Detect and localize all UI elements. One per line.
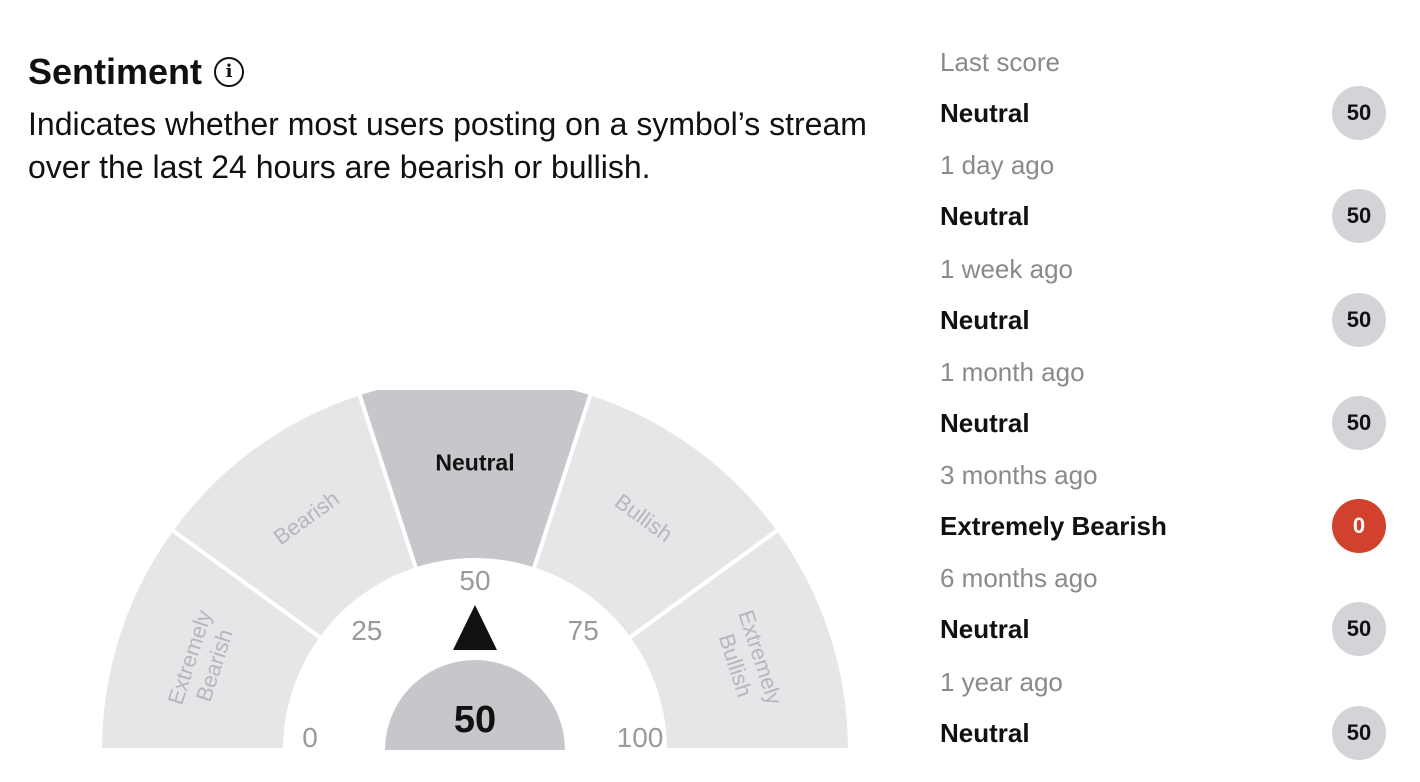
sentiment-description: Indicates whether most users posting on … xyxy=(28,106,867,185)
gauge-tick-label: 75 xyxy=(568,615,599,646)
history-sentiment-label: Neutral xyxy=(940,98,1030,128)
gauge-tick-label: 25 xyxy=(351,615,382,646)
history-score-badge: 50 xyxy=(1332,292,1386,347)
gauge-tick-label: 100 xyxy=(617,722,664,750)
history-sentiment-label: Neutral xyxy=(940,304,1030,335)
history-timeframe: 1 month ago xyxy=(940,356,1085,387)
gauge-hub xyxy=(385,660,565,750)
history-score-badge: 50 xyxy=(1332,395,1386,450)
history-sentiment-label: Neutral xyxy=(940,201,1030,232)
history-score-badge: 50 xyxy=(1332,705,1386,760)
history-score-badge: 50 xyxy=(1332,86,1386,140)
gauge-tick-label: 0 xyxy=(302,722,318,750)
sentiment-history-list: Last score Neutral 50 1 day ago Neutral 50 1 w… xyxy=(940,40,1386,763)
sentiment-gauge: ExtremelyBearish Bearish Neutral Bullish Ext… xyxy=(90,390,860,750)
history-entry: 1 year ago Neutral 50 xyxy=(940,660,1386,763)
page-title: Sentiment xyxy=(28,51,203,92)
history-entry: 1 month ago Neutral 50 xyxy=(940,350,1386,453)
history-entry: 1 week ago Neutral 50 xyxy=(940,247,1386,350)
gauge-zone-label-line: Neutral xyxy=(435,450,514,476)
history-score-badge: 50 xyxy=(1332,602,1386,657)
history-entry: 3 months ago Extremely Bearish 0 xyxy=(940,453,1386,556)
history-timeframe: Last score xyxy=(940,47,1060,77)
gauge-value: 50 xyxy=(454,699,496,741)
history-score-badge: 0 xyxy=(1332,499,1386,554)
history-entry: Last score Neutral 50 xyxy=(940,40,1386,143)
sentiment-gauge-svg: ExtremelyBearishBearishNeutralBullishExt… xyxy=(97,390,853,750)
history-timeframe: 1 day ago xyxy=(940,150,1055,181)
info-icon[interactable]: i xyxy=(214,57,245,87)
history-timeframe: 6 months ago xyxy=(940,563,1098,594)
history-entry: 6 months ago Neutral 50 xyxy=(940,556,1386,659)
gauge-tick-label: 50 xyxy=(459,565,490,596)
gauge-zone xyxy=(625,526,853,750)
history-entry: 1 day ago Neutral 50 xyxy=(940,143,1386,246)
history-timeframe: 3 months ago xyxy=(940,460,1098,491)
history-score-badge: 50 xyxy=(1332,189,1386,244)
history-timeframe: 1 year ago xyxy=(940,666,1063,697)
gauge-zone-label: Neutral xyxy=(435,450,514,476)
history-sentiment-label: Neutral xyxy=(940,407,1030,438)
history-sentiment-label: Neutral xyxy=(940,717,1030,748)
history-sentiment-label: Neutral xyxy=(940,614,1030,645)
history-timeframe: 1 week ago xyxy=(940,253,1073,284)
title-row: Sentiment i xyxy=(28,50,245,94)
gauge-needle xyxy=(453,605,497,650)
history-sentiment-label: Extremely Bearish xyxy=(940,511,1167,542)
